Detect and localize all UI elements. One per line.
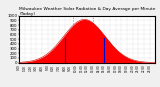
Text: Milwaukee Weather Solar Radiation & Day Average per Minute (Today): Milwaukee Weather Solar Radiation & Day … (19, 7, 156, 16)
